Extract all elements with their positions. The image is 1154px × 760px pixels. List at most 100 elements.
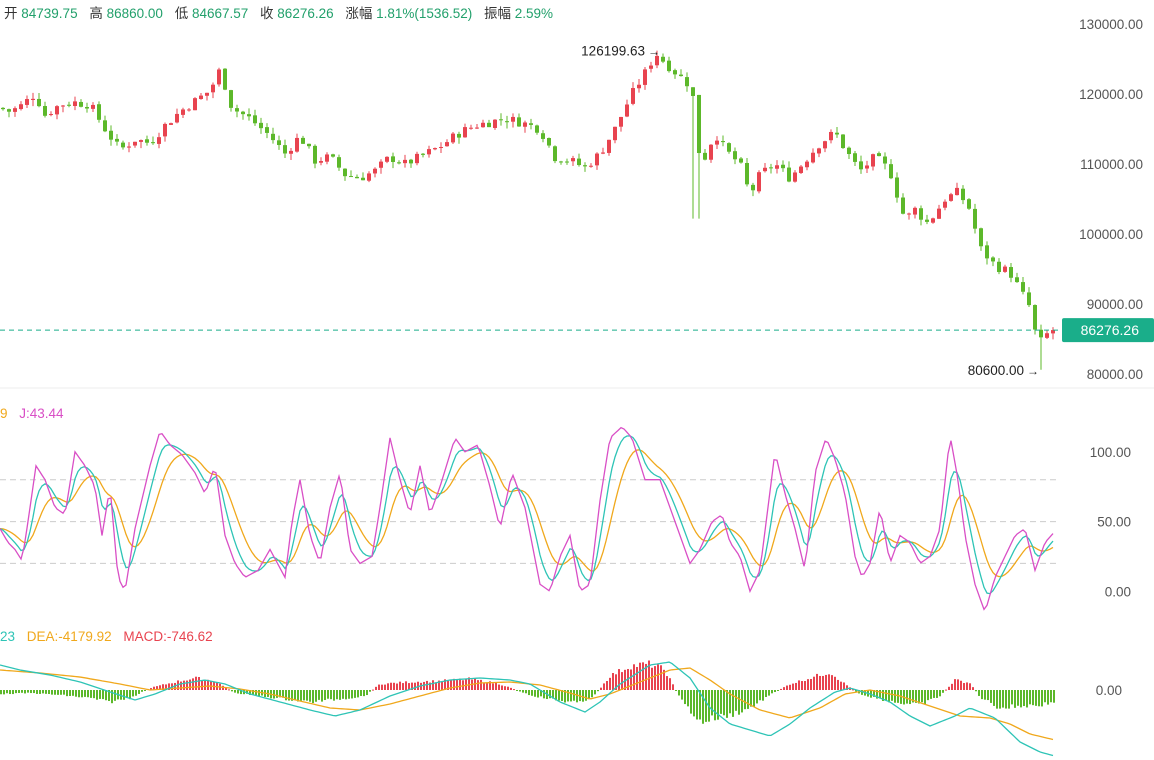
macd-bar-negative bbox=[48, 690, 50, 694]
macd-bar-negative bbox=[66, 690, 68, 697]
candle-up bbox=[463, 127, 467, 138]
macd-bar-positive bbox=[657, 664, 659, 690]
candle-down bbox=[553, 146, 557, 162]
macd-bar-positive bbox=[972, 687, 974, 690]
kdj-grid bbox=[0, 479, 1058, 564]
candle-up bbox=[619, 116, 623, 127]
macd-bar-negative bbox=[927, 690, 929, 701]
candle-down bbox=[535, 125, 539, 133]
candle-down bbox=[883, 156, 887, 164]
macd-bar-negative bbox=[981, 690, 983, 700]
macd-bar-positive bbox=[477, 680, 479, 690]
macd-bar-negative bbox=[342, 690, 344, 699]
kdj-series bbox=[0, 426, 1054, 611]
macd-bar-negative bbox=[12, 690, 14, 695]
macd-bar-negative bbox=[531, 690, 533, 696]
macd-bar-positive bbox=[465, 678, 467, 690]
candle-up bbox=[943, 201, 947, 208]
macd-bar-negative bbox=[984, 690, 986, 700]
macd-bar-positive bbox=[645, 663, 647, 690]
macd-bar-positive bbox=[804, 681, 806, 690]
candle-up bbox=[1003, 266, 1007, 272]
candlestick-series bbox=[1, 50, 1055, 370]
candle-down bbox=[727, 143, 731, 152]
candle-down bbox=[997, 261, 1001, 273]
kdj-tick-label: 100.00 bbox=[1090, 445, 1131, 460]
macd-bar-negative bbox=[573, 690, 575, 701]
macd-bar-negative bbox=[924, 690, 926, 705]
macd-bar-positive bbox=[612, 673, 614, 690]
candle-up bbox=[715, 140, 719, 145]
macd-bar-positive bbox=[159, 685, 161, 690]
macd-bar-negative bbox=[231, 690, 233, 692]
macd-bar-negative bbox=[42, 690, 44, 694]
kdj-axis: 100.00 50.00 0.00 bbox=[1090, 445, 1131, 599]
macd-bar-positive bbox=[624, 669, 626, 690]
candle-down bbox=[223, 68, 227, 90]
macd-bar-negative bbox=[678, 690, 680, 696]
candle-up bbox=[871, 154, 875, 167]
candle-up bbox=[607, 139, 611, 153]
candle-down bbox=[499, 119, 503, 121]
macd-bar-negative bbox=[906, 690, 908, 704]
macd-bar-positive bbox=[654, 666, 656, 690]
macd-bar-negative bbox=[993, 690, 995, 706]
candle-down bbox=[103, 120, 107, 132]
candle-up bbox=[799, 166, 803, 173]
price-tick-label: 100000.00 bbox=[1079, 227, 1143, 242]
candle-up bbox=[163, 123, 167, 137]
amplitude-label: 振幅 bbox=[483, 6, 511, 21]
candle-down bbox=[661, 56, 665, 62]
candle-down bbox=[43, 106, 47, 116]
macd-bar-negative bbox=[774, 690, 776, 693]
candle-down bbox=[577, 158, 581, 166]
macd-bar-negative bbox=[303, 690, 305, 701]
macd-bar-negative bbox=[714, 690, 716, 721]
candle-up bbox=[175, 113, 179, 123]
last-price-tag bbox=[1062, 318, 1154, 343]
macd-bar-positive bbox=[660, 665, 662, 690]
macd-bar-negative bbox=[693, 690, 695, 717]
macd-bar-positive bbox=[408, 683, 410, 690]
macd-bar-negative bbox=[597, 690, 599, 692]
macd-bar-positive bbox=[666, 676, 668, 690]
macd-bar-negative bbox=[240, 690, 242, 695]
candle-up bbox=[571, 158, 575, 162]
macd-bar-negative bbox=[369, 690, 371, 692]
macd-bar-negative bbox=[111, 690, 113, 704]
candle-down bbox=[283, 145, 287, 154]
macd-bar-positive bbox=[780, 688, 782, 690]
macd-bar-negative bbox=[63, 690, 65, 695]
candle-down bbox=[529, 123, 533, 125]
candle-up bbox=[595, 153, 599, 166]
macd-bar-positive bbox=[168, 683, 170, 690]
candle-up bbox=[865, 165, 869, 169]
macd-bar-negative bbox=[18, 690, 20, 693]
macd-bar-negative bbox=[861, 690, 863, 695]
candle-up bbox=[319, 161, 323, 163]
macd-bar-positive bbox=[192, 678, 194, 690]
candle-up bbox=[955, 187, 959, 196]
candle-down bbox=[1039, 329, 1043, 338]
candle-down bbox=[979, 228, 983, 247]
candle-down bbox=[307, 143, 311, 147]
candle-down bbox=[967, 199, 971, 209]
candle-up bbox=[19, 104, 23, 110]
candle-up bbox=[433, 148, 437, 150]
macd-bar-negative bbox=[771, 690, 773, 694]
macd-bar-positive bbox=[381, 684, 383, 690]
macd-bar-positive bbox=[795, 682, 797, 690]
macd-value: MACD:-746.62 bbox=[123, 629, 213, 644]
macd-bar-negative bbox=[888, 690, 890, 703]
macd-bar-negative bbox=[288, 690, 290, 701]
candle-up bbox=[655, 55, 659, 66]
macd-bar-positive bbox=[483, 682, 485, 690]
macd-bar-positive bbox=[603, 683, 605, 690]
macd-bar-negative bbox=[54, 690, 56, 695]
macd-bar-positive bbox=[669, 678, 671, 690]
kdj-d-value: 9 bbox=[0, 406, 8, 421]
macd-bar-negative bbox=[90, 690, 92, 698]
macd-bar-negative bbox=[75, 690, 77, 697]
high-value: 86860.00 bbox=[106, 6, 163, 21]
